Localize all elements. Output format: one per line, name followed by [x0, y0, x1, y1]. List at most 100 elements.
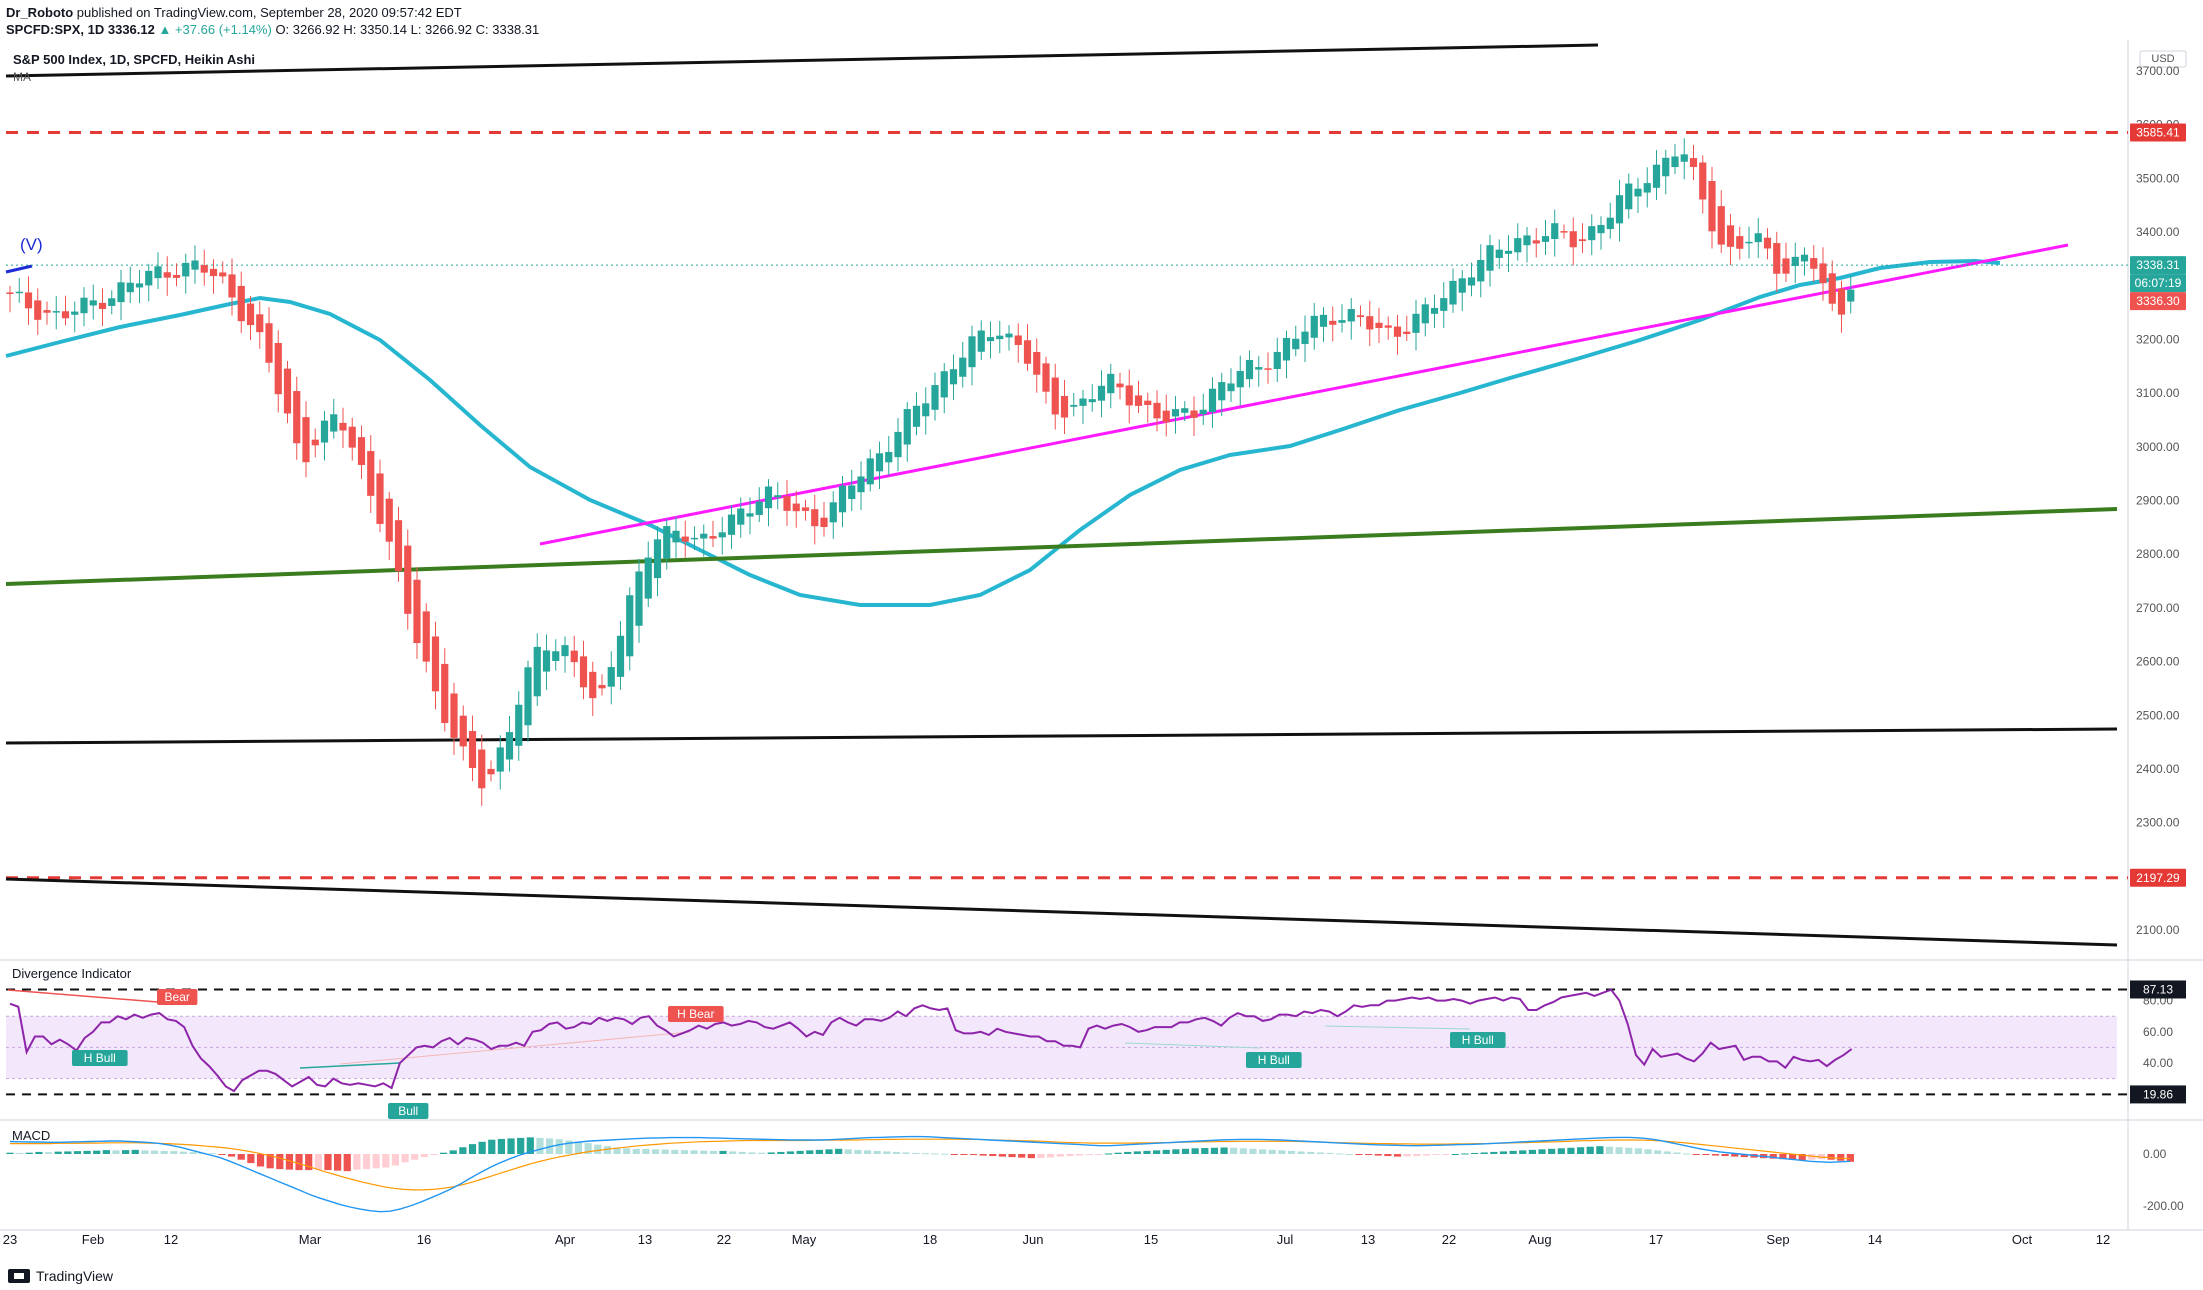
candle: [1384, 316, 1392, 340]
h-bull-label-2-bg: [1246, 1052, 1302, 1068]
time-axis[interactable]: 23 Feb 12 Mar 16 Apr 13 22 May 18 Jun 15 Jul 13 22 Aug 1…: [3, 1232, 2110, 1247]
candle: [515, 691, 523, 761]
candle-body: [135, 283, 144, 288]
price-tick-label: 3100.00: [2136, 386, 2180, 400]
candle-body: [1014, 335, 1022, 345]
candle: [792, 490, 800, 528]
candle: [866, 449, 874, 492]
publisher-name[interactable]: Dr_Roboto: [6, 5, 74, 20]
candle: [1282, 330, 1291, 379]
candle: [690, 526, 699, 550]
macd-histogram-bar: [1702, 1154, 1710, 1156]
candle: [293, 376, 301, 460]
macd-histogram-bar: [1731, 1154, 1739, 1157]
macd-histogram-bar: [1345, 1154, 1353, 1155]
candle: [256, 301, 264, 349]
candle: [1171, 395, 1180, 434]
candle-body: [811, 509, 819, 527]
macd-histogram-bar: [767, 1152, 775, 1154]
candle: [209, 259, 218, 294]
candle: [6, 286, 14, 313]
candle: [1347, 298, 1355, 340]
candle: [1652, 150, 1661, 200]
macd-histogram-bar: [1788, 1154, 1797, 1160]
macd-histogram-bar: [863, 1150, 872, 1154]
candle-body: [496, 747, 504, 772]
macd-histogram-bar: [459, 1147, 467, 1154]
macd-histogram-bar: [93, 1150, 101, 1154]
candle-body: [1190, 410, 1198, 418]
candle-body: [1486, 245, 1494, 271]
macd-histogram-bar: [931, 1153, 939, 1155]
macd-histogram-bar: [228, 1154, 236, 1157]
candle: [1375, 307, 1383, 343]
candle: [940, 363, 948, 414]
trend-lines[interactable]: [5, 43, 2128, 947]
ma-legend[interactable]: MA: [13, 70, 31, 84]
time-tick-label: May: [792, 1232, 817, 1247]
macd-histogram-bar: [54, 1151, 62, 1154]
macd-histogram-bar: [189, 1152, 197, 1154]
time-tick-label: 22: [1442, 1232, 1456, 1247]
macd-histogram-bar: [468, 1144, 477, 1154]
price-axis[interactable]: 3700.003600.003500.003400.003300.003200.…: [2130, 64, 2186, 937]
tradingview-footer[interactable]: TradingView: [8, 1268, 113, 1284]
macd-histogram-bar: [1191, 1148, 1199, 1154]
v-annotation: (V): [20, 235, 43, 254]
candle: [404, 529, 412, 630]
macd-histogram-bar: [1499, 1151, 1508, 1154]
currency-label[interactable]: USD: [2151, 53, 2174, 65]
publish-text: published on TradingView.com, September …: [76, 5, 462, 20]
macd-histogram-bar: [131, 1149, 139, 1154]
price-tick-label: 3000.00: [2136, 440, 2180, 454]
macd-histogram-bar: [35, 1151, 43, 1154]
candle-body: [829, 502, 837, 523]
candle-body: [126, 282, 134, 293]
candle: [1273, 337, 1281, 383]
macd-histogram-bar: [555, 1139, 563, 1154]
candle: [274, 330, 282, 413]
candle-body: [1375, 322, 1383, 329]
candle: [43, 301, 51, 325]
macd-histogram-bar: [1846, 1154, 1854, 1162]
candle-body: [931, 385, 939, 410]
candle: [1097, 370, 1106, 418]
candle-body: [635, 571, 643, 626]
candle: [1301, 315, 1309, 362]
macd-histogram-bar: [1278, 1150, 1286, 1154]
price-tick-label: 2700.00: [2136, 601, 2180, 615]
candle-body: [579, 656, 588, 688]
candle-body: [774, 495, 782, 498]
candle-body: [154, 266, 162, 279]
candle-body: [274, 342, 282, 395]
candle: [1541, 220, 1550, 256]
candle-body: [700, 533, 708, 539]
candle-body: [1338, 320, 1346, 323]
countdown-badge-bg: [2130, 274, 2186, 293]
h-bull-label-bg: [72, 1050, 128, 1066]
macd-histogram-bar: [1037, 1154, 1045, 1158]
time-tick-label: 15: [1144, 1232, 1158, 1247]
candle: [1754, 217, 1762, 258]
macd-histogram-bar: [921, 1153, 929, 1155]
macd-histogram-bar: [122, 1150, 130, 1154]
macd-histogram-bar: [603, 1146, 611, 1154]
candle-body: [1819, 263, 1827, 284]
macd-histogram-bar: [305, 1154, 313, 1171]
macd-histogram-bar: [1461, 1153, 1469, 1155]
candle: [922, 387, 930, 435]
candle: [1014, 323, 1022, 363]
h-bull-divergence-line: [1124, 1042, 1261, 1049]
time-tick-label: Jul: [1277, 1232, 1294, 1247]
candle: [1393, 314, 1402, 355]
candle: [1837, 280, 1846, 333]
macd-histogram-bar: [1413, 1154, 1421, 1157]
macd-histogram-bar: [1095, 1154, 1103, 1155]
candle-body: [542, 650, 551, 672]
candle-body: [838, 485, 847, 513]
candle-body: [1236, 370, 1244, 388]
candle-body: [1662, 157, 1670, 177]
candle-body: [755, 501, 763, 515]
candle: [24, 276, 33, 325]
